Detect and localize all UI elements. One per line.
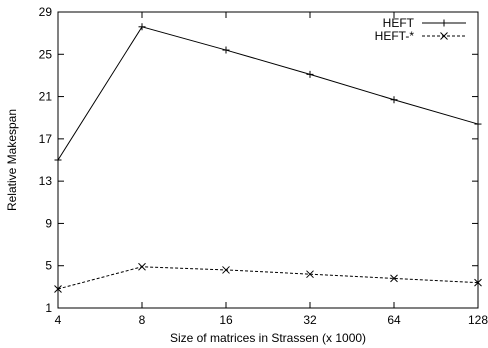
data-point: [390, 96, 398, 104]
series-heft: [54, 23, 482, 164]
y-tick-label: 25: [39, 47, 53, 61]
series-heft: [54, 262, 482, 293]
data-point: [138, 23, 146, 31]
data-point: [222, 266, 230, 274]
x-tick-label: 4: [55, 313, 62, 327]
x-axis-title: Size of matrices in Strassen (x 1000): [170, 331, 366, 345]
y-tick-label: 9: [45, 216, 52, 230]
data-point: [222, 46, 230, 54]
data-point-marker: [138, 262, 146, 271]
series-line: [57, 266, 479, 290]
y-tick-label: 17: [39, 132, 53, 146]
x-tick-label: 32: [303, 313, 317, 327]
data-point-marker: [440, 32, 448, 40]
y-tick-label: 13: [39, 174, 53, 188]
y-tick-label: 5: [45, 259, 52, 273]
plot-frame: [57, 11, 479, 309]
x-tick-label: 128: [468, 313, 488, 327]
y-tick-label: 29: [39, 5, 53, 19]
y-axis-title: Relative Makespan: [5, 109, 19, 211]
data-point: [474, 278, 482, 287]
data-point: [138, 262, 146, 271]
series-layer: [54, 23, 482, 293]
data-point: [306, 70, 314, 78]
data-point: [54, 156, 62, 164]
data-point: [54, 285, 62, 293]
x-tick-label: 8: [139, 313, 146, 327]
x-tick-label: 16: [219, 313, 233, 327]
data-point-marker: [54, 285, 62, 293]
data-point-marker: [306, 270, 314, 279]
series-line: [57, 26, 479, 161]
y-tick-label: 1: [45, 301, 52, 315]
legend-label: HEFT-*: [375, 29, 415, 43]
y-axis: 1 5 9 13 17 21 25 29: [39, 5, 478, 315]
legend-label: HEFT: [383, 16, 415, 30]
data-point: [474, 120, 482, 128]
data-point-marker: [390, 274, 398, 283]
data-point-marker: [222, 266, 230, 274]
data-point: [306, 270, 314, 279]
x-axis: 4 8 16 32 64 128: [55, 12, 488, 327]
x-tick-label: 64: [387, 313, 401, 327]
data-point-marker: [474, 278, 482, 287]
y-tick-label: 21: [39, 90, 53, 104]
data-point: [390, 274, 398, 283]
